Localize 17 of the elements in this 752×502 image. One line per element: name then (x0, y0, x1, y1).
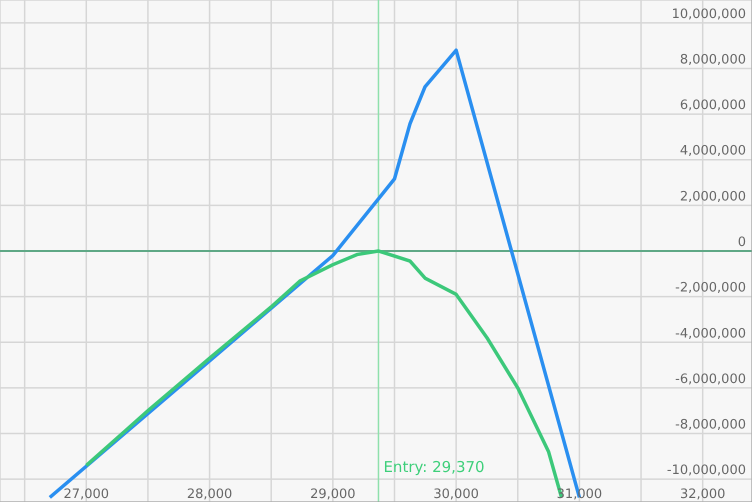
x-tick-label: 30,000 (433, 487, 479, 502)
y-tick-label: 8,000,000 (680, 52, 746, 68)
ref-line-label: Entry: 29,370 (383, 458, 485, 476)
y-tick-label: 6,000,000 (680, 98, 746, 114)
y-tick-label: 10,000,000 (672, 6, 746, 22)
x-tick-label: 27,000 (64, 487, 110, 502)
x-tick-label: 32,000 (680, 487, 726, 502)
y-tick-label: -10,000,000 (666, 463, 746, 478)
y-tick-label: -8,000,000 (675, 418, 746, 433)
y-tick-label: 0 (738, 235, 746, 250)
y-tick-label: 4,000,000 (680, 144, 746, 159)
y-tick-label: 2,000,000 (680, 189, 746, 204)
y-tick-label: -6,000,000 (675, 372, 746, 387)
x-tick-label: 29,000 (310, 487, 356, 502)
x-tick-label: 28,000 (186, 487, 232, 502)
y-tick-label: -2,000,000 (675, 280, 746, 296)
y-tick-label: -4,000,000 (675, 326, 746, 342)
